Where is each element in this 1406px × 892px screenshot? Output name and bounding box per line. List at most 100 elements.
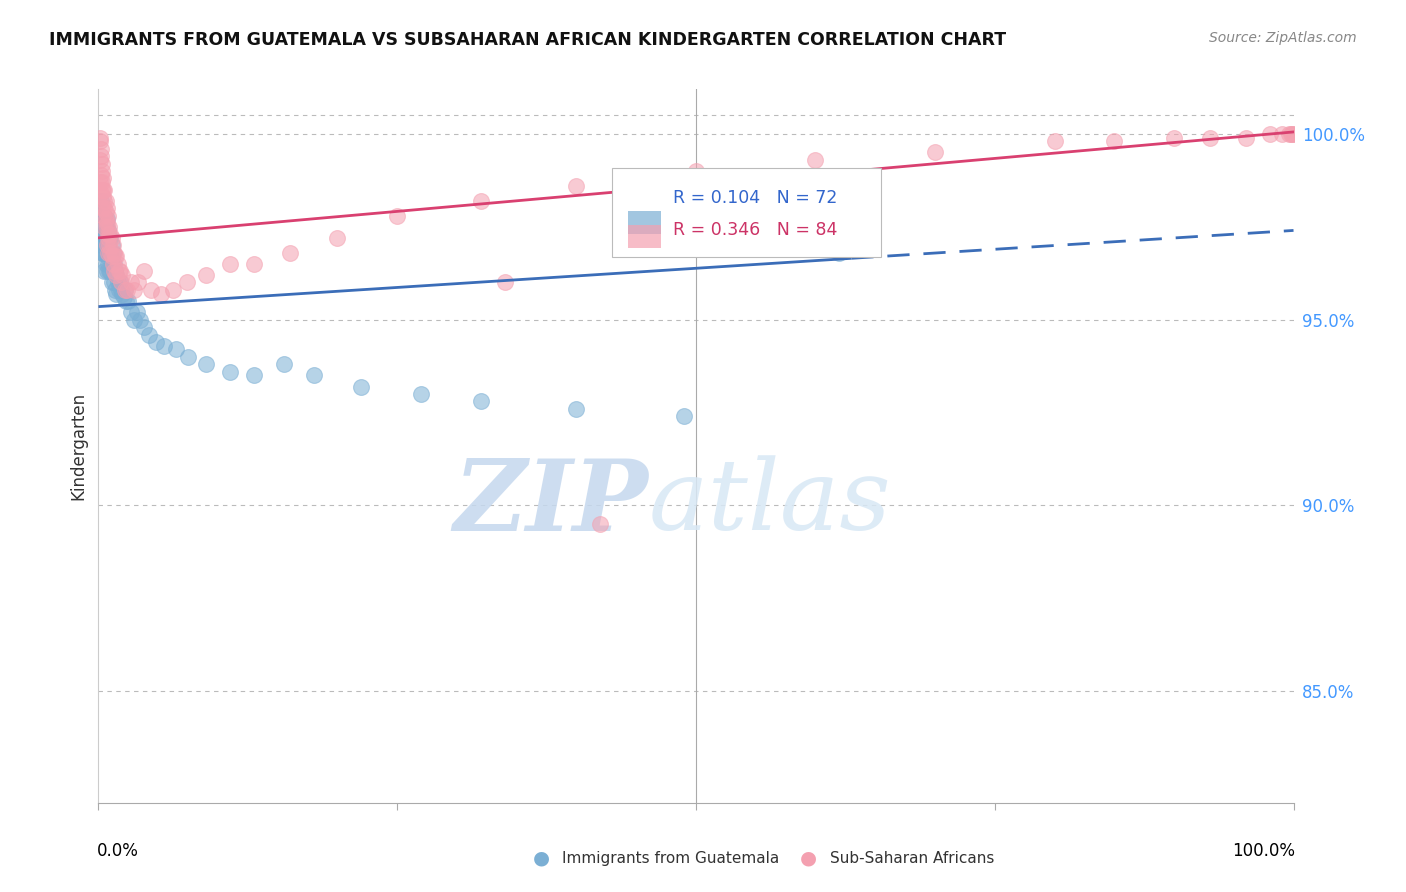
- Point: [138, 327, 160, 342]
- Point: [94, 219, 117, 234]
- Point: [91, 245, 114, 260]
- Text: ZIP: ZIP: [453, 455, 648, 551]
- Point: [350, 379, 373, 393]
- Point: [195, 268, 218, 282]
- Point: [565, 178, 588, 193]
- Point: [125, 305, 148, 319]
- Point: [105, 268, 128, 282]
- Point: [91, 190, 114, 204]
- Point: [91, 209, 114, 223]
- Point: [101, 264, 124, 278]
- Text: Sub-Saharan Africans: Sub-Saharan Africans: [830, 851, 994, 865]
- Text: R = 0.104   N = 72: R = 0.104 N = 72: [673, 189, 838, 207]
- Point: [100, 238, 122, 252]
- Point: [104, 264, 127, 278]
- Point: [273, 357, 295, 371]
- Point: [494, 276, 516, 290]
- Point: [326, 231, 349, 245]
- Point: [115, 283, 138, 297]
- Point: [89, 175, 111, 189]
- Text: atlas: atlas: [648, 456, 891, 550]
- Y-axis label: Kindergarten: Kindergarten: [69, 392, 87, 500]
- Point: [103, 264, 125, 278]
- Point: [98, 245, 122, 260]
- Point: [132, 264, 155, 278]
- Point: [98, 264, 122, 278]
- Text: R = 0.346   N = 84: R = 0.346 N = 84: [673, 221, 838, 239]
- Point: [89, 153, 111, 167]
- Point: [97, 257, 120, 271]
- Bar: [628, 211, 661, 234]
- Point: [91, 245, 114, 260]
- Point: [93, 209, 115, 223]
- Point: [90, 219, 112, 234]
- Point: [1043, 134, 1066, 148]
- Point: [96, 201, 118, 215]
- Point: [93, 264, 115, 278]
- Text: ●: ●: [800, 848, 817, 868]
- Point: [243, 257, 266, 271]
- Point: [96, 231, 118, 245]
- Point: [278, 245, 301, 260]
- Point: [105, 286, 128, 301]
- Point: [243, 368, 266, 383]
- Point: [94, 194, 117, 208]
- Text: 0.0%: 0.0%: [97, 842, 139, 860]
- Point: [91, 171, 114, 186]
- Point: [91, 156, 114, 170]
- Point: [98, 264, 121, 278]
- Point: [94, 238, 117, 252]
- Point: [100, 250, 122, 264]
- Point: [1258, 127, 1281, 141]
- Point: [100, 231, 122, 245]
- Point: [107, 283, 129, 297]
- Point: [104, 250, 127, 264]
- Point: [112, 290, 135, 304]
- Point: [105, 250, 128, 264]
- Point: [828, 245, 851, 260]
- Point: [565, 401, 588, 416]
- Point: [120, 305, 142, 319]
- Point: [124, 283, 146, 297]
- Point: [91, 164, 114, 178]
- Point: [93, 227, 115, 242]
- Point: [470, 194, 492, 208]
- Point: [176, 276, 198, 290]
- Point: [673, 409, 696, 424]
- Point: [89, 231, 111, 245]
- Point: [924, 145, 946, 160]
- Point: [96, 212, 118, 227]
- Point: [115, 294, 138, 309]
- Point: [98, 219, 121, 234]
- Point: [110, 276, 132, 290]
- Point: [117, 294, 139, 309]
- Point: [110, 283, 132, 297]
- Point: [1199, 130, 1222, 145]
- Point: [108, 276, 131, 290]
- Text: ●: ●: [533, 848, 550, 868]
- Point: [103, 276, 125, 290]
- Point: [91, 183, 114, 197]
- Point: [411, 387, 433, 401]
- Point: [90, 194, 112, 208]
- Point: [97, 227, 120, 242]
- Point: [97, 238, 120, 252]
- Point: [91, 209, 114, 223]
- Point: [124, 312, 146, 326]
- Point: [129, 312, 152, 326]
- Point: [101, 245, 124, 260]
- Point: [94, 212, 117, 227]
- Point: [165, 343, 187, 357]
- Point: [98, 227, 122, 242]
- Point: [91, 183, 114, 197]
- Point: [1281, 127, 1303, 141]
- Point: [98, 231, 121, 245]
- Point: [93, 219, 115, 234]
- Point: [107, 257, 129, 271]
- Point: [103, 257, 125, 271]
- Point: [108, 264, 131, 278]
- Point: [100, 276, 122, 290]
- Point: [219, 257, 242, 271]
- Point: [1163, 130, 1185, 145]
- Point: [470, 394, 492, 409]
